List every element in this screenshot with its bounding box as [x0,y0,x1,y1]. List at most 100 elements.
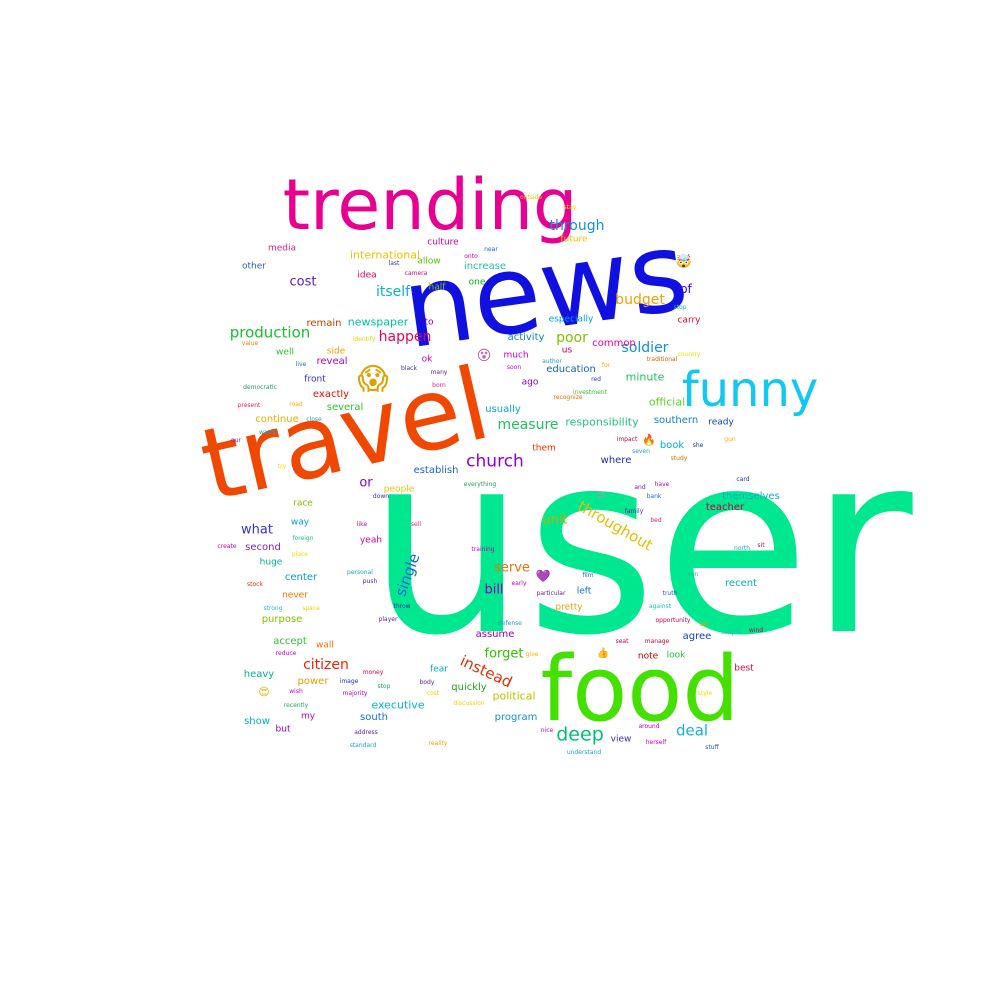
word-power: power [297,676,329,687]
word-pretty: pretty [555,602,583,613]
word-food: food [540,637,740,742]
word-center: center [284,572,318,583]
word-allow: allow [417,256,441,267]
word-down: down [372,493,390,500]
word-impact: impact [616,436,638,443]
word-understand: understand [566,749,602,756]
word-wind: wind [748,627,764,634]
word-gun: gun [724,436,736,443]
word-where: where [600,455,632,466]
word-born: born [432,382,446,389]
word-citizen: citizen [303,657,349,673]
word-measure: measure [497,417,559,433]
word-media: media [267,243,297,254]
word-image: image [339,678,359,685]
word-player: player [378,616,398,623]
word-author: author [542,358,562,365]
word-sell: sell [410,521,422,528]
word-deal: deal [675,721,709,740]
word-half: half [428,282,446,293]
word-church: church [466,451,524,472]
word-unit: unit [542,512,568,528]
word-fear: fear [430,664,448,675]
word-particular: particular [536,590,566,597]
word-stop: stop [377,683,391,690]
word-best: best [734,663,754,674]
word-culture: culture [427,237,459,248]
word-live: live [295,361,307,368]
word-card: card [736,476,750,483]
word-view: view [610,734,632,745]
word-themselves: themselves [722,491,780,502]
word-exactly: exactly [312,389,350,400]
word-our: our [231,437,241,444]
word-emoji-105: 👍 [596,648,610,659]
word-way: way [290,517,310,528]
word-trending: trending [282,164,578,246]
word-education: education [546,364,596,375]
word-remain: remain [306,318,342,329]
word-side: side [326,346,346,357]
word-heavy: heavy [243,669,275,680]
word-last: last [388,260,400,267]
word-like: like [356,521,368,528]
word-onto: onto [464,253,478,260]
word-herself: herself [645,739,667,746]
word-accept: accept [273,636,307,647]
word-standard: standard [349,742,377,749]
word-production: production [229,323,311,342]
word-emoji-106: 🔥 [642,433,656,447]
word-defense: defense [498,620,522,627]
word-wish: wish [289,688,303,695]
word-budget: budget [615,292,665,308]
word-international: international [349,248,421,262]
word-funny: funny [681,362,819,418]
word-purpose: purpose [261,614,303,625]
word-strong: strong [263,605,283,612]
word-present: present [237,402,261,409]
word-try: try [277,463,287,470]
word-film: film [582,572,594,579]
word-discussion: discussion [453,700,485,707]
word-or: or [359,475,373,491]
word-left: left [576,586,592,597]
word-emoji-100: 😱 [357,362,389,397]
word-through: through [549,218,605,234]
word-emoji-101: 🤯 [675,254,693,270]
word-program: program [494,712,538,723]
word-teacher: teacher [705,502,745,513]
word-emoji-103: 😍 [258,685,270,699]
word-and: and [634,484,646,491]
word-money: money [362,669,384,676]
word-simple: simple [721,629,741,636]
word-people: people [383,484,415,495]
word-deep: deep [556,723,604,746]
word-minute: minute [625,370,665,384]
word-race: race [293,498,313,509]
word-close: close [306,416,322,423]
word-bank: bank [646,493,662,500]
word-establish: establish [413,465,459,476]
word-ago: ago [521,377,539,388]
word-them: them [532,443,556,454]
word-stuff: stuff [705,744,719,751]
word-give: give [525,651,539,658]
word-newspaper: newspaper [347,315,409,329]
word-sit: sit [757,542,765,549]
word-never: never [282,590,308,601]
word-foreign: foreign [292,535,314,542]
word-push: push [362,578,378,585]
word-responsibility: responsibility [565,415,639,429]
word-book: book [659,440,685,451]
word-country: country [677,351,701,358]
word-quickly: quickly [451,682,487,693]
word-idea: idea [357,270,377,281]
word-soon: soon [506,364,522,371]
word-watch: watch [258,429,278,436]
word-much: much [503,350,529,361]
word-second: second [245,542,281,553]
word-manage: manage [644,638,670,645]
word-ready: ready [708,417,734,428]
word-bed: bed [650,517,662,524]
